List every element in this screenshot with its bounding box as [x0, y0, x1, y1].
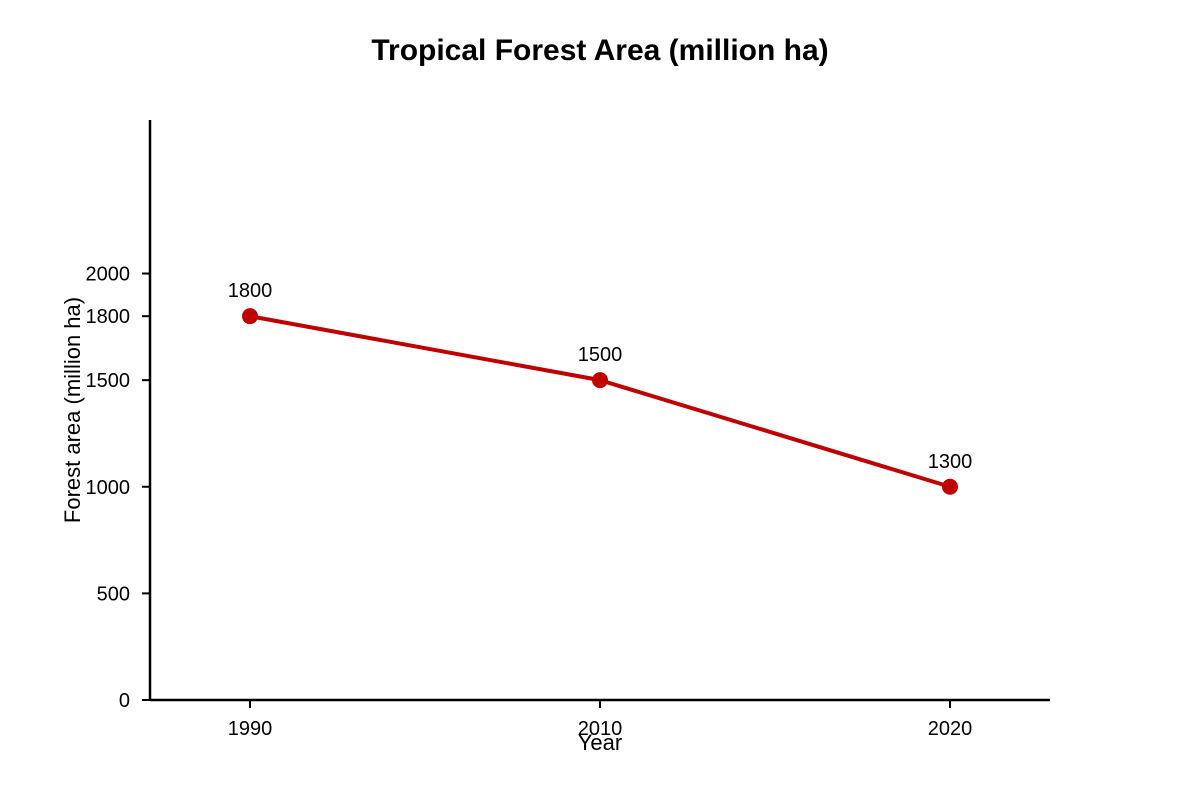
y-tick-label: 1500	[86, 370, 131, 392]
data-label: 1300	[928, 451, 973, 473]
data-label: 1800	[228, 280, 273, 302]
data-point	[942, 478, 958, 495]
data-label: 1500	[578, 344, 623, 366]
x-axis-title: Year	[578, 730, 622, 755]
y-tick-label: 1800	[86, 306, 131, 328]
x-axis: 1990 2010 2020	[150, 698, 1050, 740]
data-point	[592, 372, 608, 389]
series-group: 1800 1500 1300	[228, 280, 973, 495]
y-tick-label: 500	[97, 583, 130, 605]
y-tick-label: 2000	[86, 264, 131, 286]
x-tick-label: 2020	[928, 718, 973, 740]
y-tick-label: 0	[119, 690, 130, 712]
x-tick-label: 2010	[578, 718, 623, 740]
y-tick-label: 1000	[86, 477, 131, 499]
series-line	[249, 314, 951, 489]
y-axis: 0 500 1000 1500 1800 2000	[86, 120, 152, 712]
x-tick-label: 1990	[228, 718, 273, 740]
chart-title: Tropical Forest Area (million ha)	[371, 34, 828, 67]
y-axis-title: Forest area (million ha)	[60, 297, 85, 523]
data-point	[242, 308, 258, 325]
